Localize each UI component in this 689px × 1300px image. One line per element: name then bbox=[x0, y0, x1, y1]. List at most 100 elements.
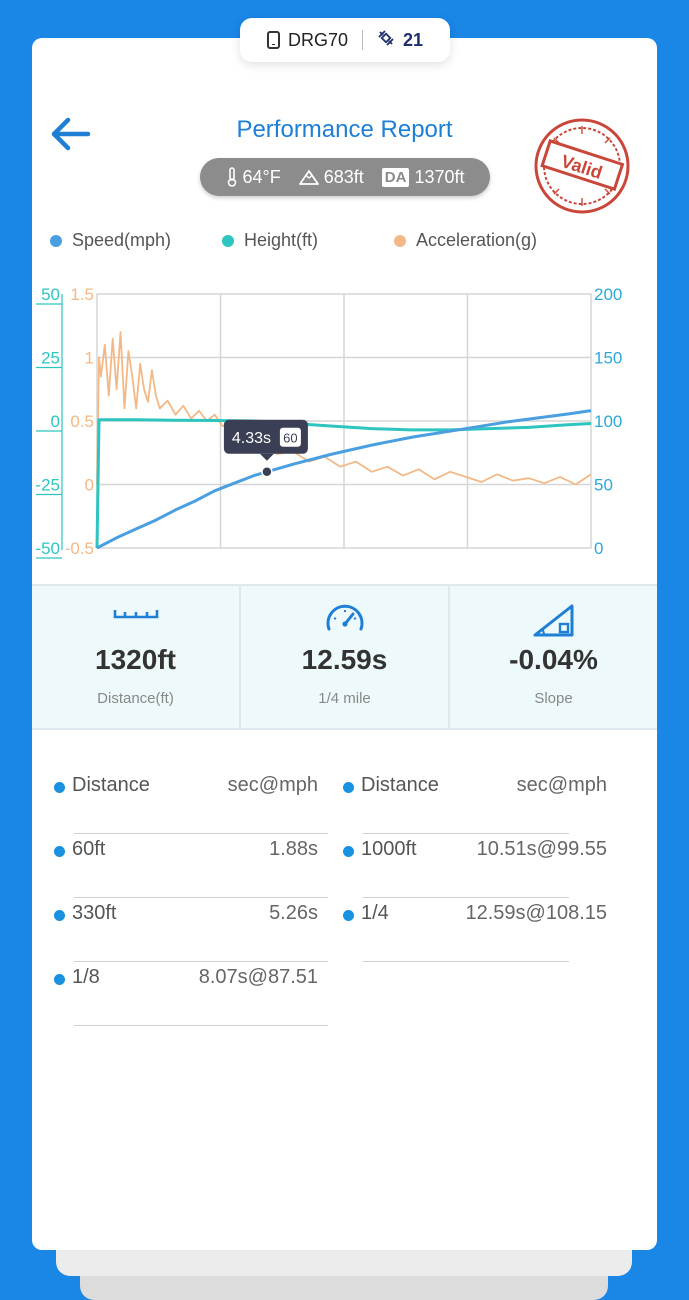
elevation-value: 683ft bbox=[323, 166, 364, 187]
legend-label: Speed(mph) bbox=[72, 230, 172, 250]
elevation: 683ft bbox=[298, 166, 364, 188]
performance-chart[interactable]: 50 1.5 200 25 1 150 0 0.5 100 -25 0 50 -50 -0.5 0 4.33s… bbox=[32, 270, 657, 570]
divider bbox=[363, 897, 569, 898]
satellite-count: 21 bbox=[403, 29, 424, 50]
height-axis-tick-label: 0 bbox=[51, 412, 60, 431]
split-value: 10.51s@99.55 bbox=[476, 838, 607, 860]
split-name: Distance bbox=[361, 774, 439, 796]
divider bbox=[363, 961, 569, 962]
temperature: 64°F bbox=[226, 167, 281, 188]
mountain-icon bbox=[298, 170, 319, 185]
legend-label: Acceleration(g) bbox=[416, 230, 538, 250]
legend-label: Height(ft) bbox=[244, 230, 319, 250]
height-axis-tick-label: -25 bbox=[35, 476, 60, 495]
legend-dot bbox=[394, 234, 406, 247]
divider bbox=[74, 1025, 328, 1026]
stat-value: 1320ft bbox=[95, 644, 176, 675]
height-axis-tick-label: 25 bbox=[41, 349, 60, 368]
bullet-dot bbox=[343, 846, 354, 857]
acceleration-axis-tick-label: 1 bbox=[85, 349, 94, 368]
split-value: sec@mph bbox=[227, 774, 318, 796]
acceleration-axis-tick-label: 0 bbox=[85, 476, 94, 495]
split-value: 12.59s@108.15 bbox=[465, 902, 607, 924]
split-value: 5.26s bbox=[269, 902, 318, 924]
ruler-icon bbox=[113, 610, 158, 619]
acceleration-axis-tick-label: 1.5 bbox=[70, 285, 94, 304]
divider bbox=[74, 833, 328, 834]
divider bbox=[74, 961, 328, 962]
split-value: sec@mph bbox=[516, 774, 607, 796]
speed-axis-tick-label: 100 bbox=[594, 412, 622, 431]
density-altitude-value: 1370ft bbox=[414, 166, 465, 187]
legend-speed[interactable]: Speed(mph) bbox=[50, 230, 171, 251]
stat-label: 1/4 mile bbox=[318, 690, 371, 707]
height-axis-tick-label: -50 bbox=[35, 539, 60, 558]
divider bbox=[363, 833, 569, 834]
back-arrow-icon bbox=[51, 117, 91, 151]
stats-panel: 1320ft Distance(ft) 12.59s 1/4 mile -0.0… bbox=[32, 584, 657, 730]
tooltip-marker bbox=[261, 466, 273, 478]
split-row: 1/4 12.59s@108.15 bbox=[321, 898, 607, 962]
speed-axis-tick-label: 200 bbox=[594, 285, 622, 304]
split-name: 60ft bbox=[72, 838, 106, 860]
speed-axis-tick-label: 150 bbox=[594, 349, 622, 368]
device-name: DRG70 bbox=[287, 29, 348, 50]
splits-header-left: Distance sec@mph bbox=[32, 770, 328, 834]
tooltip-speed: 60 bbox=[283, 430, 297, 445]
split-name: 330ft bbox=[72, 902, 117, 924]
device-pill[interactable]: DRG70 21 bbox=[240, 18, 450, 62]
speed-axis-tick-label: 0 bbox=[594, 539, 603, 558]
report-card: Performance Report Valid 64°F bbox=[32, 38, 657, 1250]
bullet-dot bbox=[54, 782, 65, 793]
conditions-pill: 64°F 683ft DA 1370ft bbox=[200, 158, 490, 196]
speedometer-icon bbox=[326, 604, 363, 631]
stat-slope: -0.04% Slope bbox=[450, 586, 657, 728]
chart-legend: Speed(mph) Height(ft) Acceleration(g) bbox=[32, 230, 657, 254]
split-name: 1000ft bbox=[361, 838, 417, 860]
legend-height[interactable]: Height(ft) bbox=[222, 230, 318, 251]
bullet-dot bbox=[54, 846, 65, 857]
page-title: Performance Report bbox=[236, 116, 453, 143]
split-name: 1/4 bbox=[361, 902, 389, 924]
split-row: 1000ft 10.51s@99.55 bbox=[321, 834, 607, 898]
da-icon: DA bbox=[381, 167, 410, 187]
stat-value: 12.59s bbox=[301, 644, 388, 675]
temperature-value: 64°F bbox=[242, 166, 281, 187]
tooltip-speed-box bbox=[279, 427, 301, 447]
bullet-dot bbox=[54, 910, 65, 921]
legend-dot bbox=[222, 234, 234, 247]
tooltip-time: 4.33s bbox=[232, 430, 271, 447]
valid-stamp: Valid bbox=[532, 116, 632, 216]
divider bbox=[74, 897, 328, 898]
bullet-dot bbox=[54, 974, 65, 985]
divider bbox=[362, 30, 363, 50]
stat-distance: 1320ft Distance(ft) bbox=[32, 586, 241, 728]
split-row: 60ft 1.88s bbox=[32, 834, 328, 898]
split-row: 330ft 5.26s bbox=[32, 898, 328, 962]
back-button[interactable] bbox=[48, 114, 92, 154]
speed-axis-tick-label: 50 bbox=[594, 476, 613, 495]
thermometer-icon bbox=[227, 167, 236, 187]
splits-header-right: Distance sec@mph bbox=[321, 770, 607, 834]
legend-dot bbox=[50, 234, 62, 247]
stat-label: Distance(ft) bbox=[97, 690, 174, 707]
stat-value: -0.04% bbox=[509, 644, 598, 675]
height-series-line bbox=[95, 418, 592, 549]
acceleration-axis-tick-label: -0.5 bbox=[65, 539, 94, 558]
density-altitude: DA 1370ft bbox=[381, 166, 465, 188]
tooltip-pointer bbox=[259, 453, 274, 461]
split-value: 1.88s bbox=[269, 838, 318, 860]
bullet-dot bbox=[343, 910, 354, 921]
slope-icon bbox=[533, 604, 573, 637]
satellite-icon bbox=[377, 29, 395, 51]
split-name: 1/8 bbox=[72, 966, 100, 988]
bullet-dot bbox=[343, 782, 354, 793]
split-row: 1/8 8.07s@87.51 bbox=[32, 962, 328, 1026]
split-value: 8.07s@87.51 bbox=[198, 966, 318, 988]
stat-label: Slope bbox=[534, 690, 573, 707]
phone-icon bbox=[266, 31, 280, 49]
acceleration-axis-tick-label: 0.5 bbox=[70, 412, 94, 431]
stat-time: 12.59s 1/4 mile bbox=[241, 586, 450, 728]
legend-acceleration[interactable]: Acceleration(g) bbox=[394, 230, 537, 251]
speed-series-line bbox=[96, 409, 592, 550]
